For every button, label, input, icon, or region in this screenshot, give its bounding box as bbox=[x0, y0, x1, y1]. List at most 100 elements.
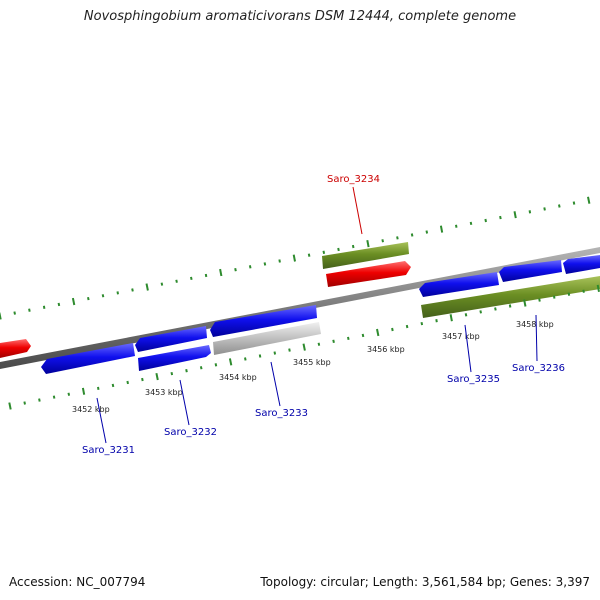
minor-tick bbox=[170, 371, 174, 376]
gene-label-saro-3235[interactable]: Saro_3235 bbox=[447, 374, 500, 385]
minor-tick bbox=[332, 339, 335, 343]
minor-tick bbox=[307, 253, 311, 257]
minor-tick bbox=[508, 304, 512, 308]
rna-feature[interactable] bbox=[0, 339, 31, 358]
minor-tick bbox=[57, 302, 61, 307]
cds-feature-saro-3232-lower[interactable] bbox=[138, 345, 211, 371]
accession-label: Accession: NC_007794 bbox=[9, 575, 146, 589]
minor-tick bbox=[396, 236, 399, 240]
minor-tick bbox=[528, 210, 532, 214]
major-tick bbox=[439, 225, 444, 233]
minor-tick bbox=[543, 207, 546, 211]
cds-feature-saro-3236-b[interactable] bbox=[563, 255, 600, 274]
gene-label-leaders bbox=[96, 186, 538, 444]
genome-summary: Topology: circular; Length: 3,561,584 bp… bbox=[260, 575, 590, 589]
kbp-label: 3458 kbp bbox=[516, 320, 554, 329]
minor-tick bbox=[322, 250, 326, 254]
pseudogene-feature[interactable] bbox=[213, 322, 321, 355]
minor-tick bbox=[258, 354, 262, 358]
gene-label-saro-3233[interactable]: Saro_3233 bbox=[255, 408, 308, 419]
minor-tick bbox=[190, 276, 193, 281]
minor-tick bbox=[131, 288, 134, 292]
major-tick bbox=[366, 240, 370, 248]
minor-tick bbox=[484, 218, 487, 223]
minor-tick bbox=[244, 357, 247, 361]
repeat-region-feature[interactable] bbox=[322, 242, 409, 269]
minor-tick bbox=[28, 308, 31, 312]
repeat-region-feature-lower[interactable] bbox=[421, 276, 600, 318]
gene-label-saro-3231[interactable]: Saro_3231 bbox=[82, 445, 135, 456]
major-tick bbox=[228, 358, 233, 366]
major-tick bbox=[0, 312, 2, 320]
gene-label-saro-3232[interactable]: Saro_3232 bbox=[164, 427, 217, 438]
minor-tick bbox=[141, 377, 144, 382]
minor-tick bbox=[126, 380, 129, 385]
minor-tick bbox=[381, 239, 384, 243]
kbp-label: 3455 kbp bbox=[293, 358, 331, 367]
minor-tick bbox=[337, 247, 340, 252]
upper-tick-track bbox=[0, 196, 591, 320]
major-tick bbox=[449, 314, 453, 322]
minor-tick bbox=[204, 273, 208, 278]
kbp-label: 3457 kbp bbox=[442, 332, 480, 341]
kbp-label: 3454 kbp bbox=[219, 373, 257, 382]
cds-feature-saro-3236-a[interactable] bbox=[499, 260, 562, 282]
minor-tick bbox=[38, 398, 41, 402]
major-tick bbox=[523, 299, 527, 307]
minor-tick bbox=[87, 296, 90, 301]
gene-label-saro-3236[interactable]: Saro_3236 bbox=[512, 363, 565, 374]
rna-feature-saro-3234[interactable] bbox=[326, 261, 411, 287]
minor-tick bbox=[499, 215, 502, 220]
minor-tick bbox=[288, 348, 291, 352]
minor-tick bbox=[23, 401, 26, 405]
major-tick bbox=[71, 297, 76, 306]
kbp-label: 3452 kbp bbox=[72, 405, 110, 414]
minor-tick bbox=[469, 221, 473, 226]
major-tick bbox=[292, 254, 296, 262]
major-tick bbox=[302, 343, 306, 351]
minor-tick bbox=[160, 282, 164, 286]
minor-tick bbox=[479, 310, 482, 314]
minor-tick bbox=[558, 204, 561, 208]
minor-tick bbox=[214, 363, 218, 367]
major-tick bbox=[219, 268, 223, 277]
minor-tick bbox=[410, 233, 414, 237]
scale-labels: 3452 kbp 3453 kbp 3454 kbp 3455 kbp 3456… bbox=[72, 320, 554, 414]
minor-tick bbox=[42, 305, 46, 309]
minor-tick bbox=[111, 383, 115, 388]
major-tick bbox=[513, 211, 517, 219]
minor-tick bbox=[52, 395, 56, 399]
minor-tick bbox=[185, 369, 188, 373]
major-tick bbox=[155, 372, 159, 381]
major-tick bbox=[596, 284, 600, 292]
minor-tick bbox=[175, 279, 178, 283]
minor-tick bbox=[67, 392, 71, 396]
minor-tick bbox=[464, 313, 468, 317]
minor-tick bbox=[361, 333, 365, 338]
major-tick bbox=[587, 196, 591, 204]
minor-tick bbox=[552, 295, 556, 299]
lower-tick-track bbox=[8, 284, 600, 410]
minor-tick bbox=[391, 327, 394, 332]
minor-tick bbox=[199, 366, 203, 370]
minor-tick bbox=[13, 311, 16, 315]
major-tick bbox=[8, 402, 12, 410]
cds-feature-saro-3231[interactable] bbox=[41, 343, 135, 374]
kbp-label: 3456 kbp bbox=[367, 345, 405, 354]
minor-tick bbox=[248, 265, 252, 269]
minor-tick bbox=[116, 291, 119, 295]
minor-tick bbox=[351, 244, 355, 249]
minor-tick bbox=[572, 201, 576, 205]
minor-tick bbox=[263, 262, 267, 266]
cds-feature-saro-3235[interactable] bbox=[419, 272, 499, 297]
cds-feature-saro-3233[interactable] bbox=[210, 305, 317, 337]
major-tick bbox=[81, 387, 86, 395]
minor-tick bbox=[278, 259, 281, 263]
kbp-label: 3453 kbp bbox=[145, 388, 183, 397]
minor-tick bbox=[435, 319, 438, 323]
minor-tick bbox=[567, 292, 571, 296]
cds-feature-saro-3232-upper[interactable] bbox=[135, 326, 207, 352]
gene-label-saro-3234[interactable]: Saro_3234 bbox=[327, 174, 380, 185]
minor-tick bbox=[420, 321, 424, 326]
genome-title: Novosphingobium aromaticivorans DSM 1244… bbox=[83, 9, 517, 24]
